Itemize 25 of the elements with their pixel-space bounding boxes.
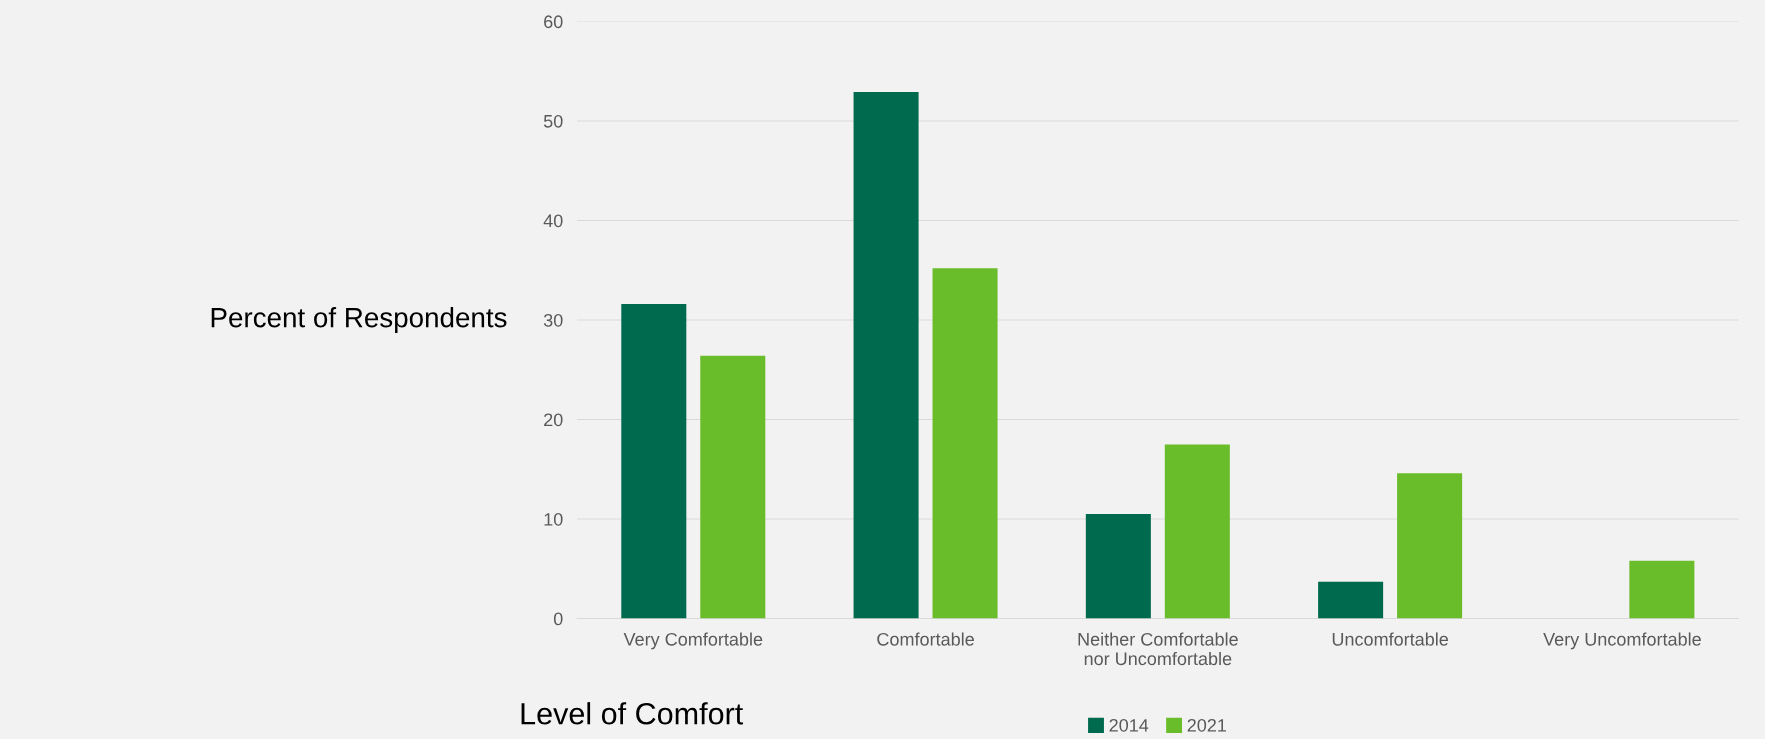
x-tick-label: Comfortable — [877, 632, 974, 646]
x-axis-title: Level of Comfort — [521, 702, 744, 725]
bar — [621, 304, 687, 619]
y-tick-label: 0 — [553, 612, 563, 626]
y-tick-label: 50 — [543, 114, 563, 128]
x-tick-label: Neither Comfortable nor Uncomfortable — [1078, 632, 1238, 666]
y-tick-label: 10 — [544, 512, 563, 526]
x-tick-label: Very Comfortable — [623, 632, 763, 650]
y-tick-label: 30 — [543, 313, 563, 327]
bar — [1085, 514, 1151, 619]
x-tick-label: Very Uncomfortable — [1543, 632, 1701, 650]
bar — [700, 355, 766, 619]
bar — [1318, 581, 1384, 619]
legend-label: 2014 — [1109, 718, 1149, 732]
bar — [932, 268, 998, 619]
legend-label: 2021 — [1187, 718, 1227, 732]
y-tick-label: 20 — [544, 413, 563, 427]
bar — [1629, 560, 1695, 619]
y-tick-label: 60 — [544, 15, 563, 29]
bar — [1397, 473, 1463, 619]
y-tick-label: 40 — [543, 214, 563, 228]
bar — [853, 92, 919, 619]
y-axis-title: Percent of Respondents — [211, 307, 507, 333]
bar — [1164, 444, 1230, 619]
x-tick-label: Uncomfortable — [1332, 632, 1449, 646]
